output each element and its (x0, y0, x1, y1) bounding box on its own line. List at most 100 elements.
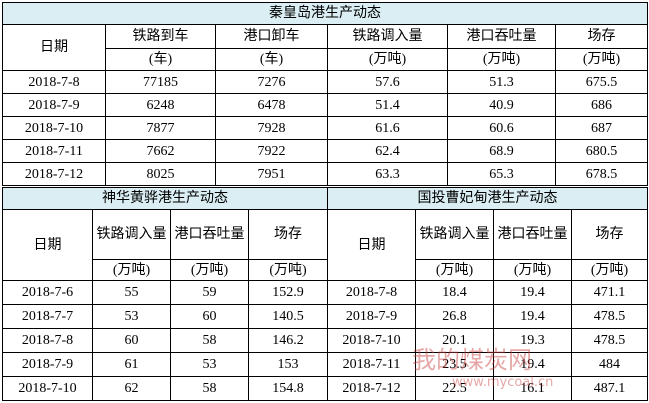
unit-row: (万吨) (万吨) (万吨) (328, 259, 648, 281)
data-cell: 53 (92, 304, 171, 329)
data-cell: 8025 (105, 162, 216, 186)
data-cell: 20.1 (415, 328, 494, 353)
data-cell: 2018-7-9 (2, 93, 106, 117)
data-row: 2018-7-12 22.5 16.1 487.1 (327, 376, 648, 401)
data-cell: 2018-7-7 (2, 304, 93, 329)
header-cell: 日期 (2, 209, 93, 281)
huanghua-table: 神华黄骅港生产动态 日期 铁路调入量 港口吞吐量 场存 (万吨) (万吨) (万吨) 2018-… (2, 187, 328, 401)
data-cell: 7276 (215, 70, 328, 94)
header-row: 日期 铁路到车 港口卸车 铁路调入量 港口吞吐量 场存 (2, 24, 649, 71)
data-cell: 6248 (105, 93, 216, 117)
data-cell: 18.4 (415, 280, 494, 305)
data-cell: 686 (554, 93, 649, 117)
data-cell: 62.4 (327, 139, 448, 163)
data-cell: 487.1 (571, 376, 648, 401)
header-cell: 场存 (248, 209, 328, 260)
data-cell: 6478 (215, 93, 328, 117)
data-cell: 2018-7-11 (327, 352, 416, 377)
data-cell: 2018-7-8 (327, 280, 416, 305)
header-cell: 铁路调入量 (92, 209, 171, 260)
data-cell: 2018-7-12 (2, 162, 106, 186)
data-cell: 22.5 (415, 376, 494, 401)
header-cell: 日期 (2, 24, 106, 71)
title-row: 神华黄骅港生产动态 (2, 187, 328, 210)
data-cell: 19.4 (493, 352, 572, 377)
data-cell: 140.5 (248, 304, 328, 329)
unit-cell: (万吨) (92, 259, 171, 281)
header-cell: 港口吞吐量 (493, 209, 572, 260)
table-title: 国投曹妃甸港生产动态 (327, 187, 648, 210)
header-row: 日期 铁路调入量 港口吞吐量 场存 (2, 209, 328, 281)
data-cell: 2018-7-8 (2, 328, 93, 353)
data-cell: 152.9 (248, 280, 328, 305)
data-cell: 77185 (105, 70, 216, 94)
unit-cell: (万吨) (415, 259, 494, 281)
data-cell: 58 (170, 328, 249, 353)
data-row: 2018-7-8 77185 7276 57.6 51.3 675.5 (2, 70, 649, 94)
header-cell: 铁路到车 (105, 24, 216, 49)
data-cell: 7877 (105, 116, 216, 140)
unit-cell: (万吨) (248, 259, 328, 281)
data-cell: 63.3 (327, 162, 448, 186)
data-cell: 26.8 (415, 304, 494, 329)
data-cell: 60 (170, 304, 249, 329)
data-cell: 51.3 (447, 70, 556, 94)
unit-cell: (车) (215, 48, 328, 71)
unit-cell: (车) (105, 48, 216, 71)
data-cell: 62 (92, 376, 171, 401)
data-cell: 7928 (215, 116, 328, 140)
data-cell: 484 (571, 352, 648, 377)
data-cell: 68.9 (447, 139, 556, 163)
data-cell: 23.5 (415, 352, 494, 377)
data-cell: 2018-7-10 (2, 376, 93, 401)
watermark-name: 我的煤炭网 (412, 346, 532, 374)
unit-cell: (万吨) (554, 48, 649, 71)
table-title: 秦皇岛港生产动态 (1, 2, 649, 25)
header-cell: 铁路调入量 (415, 209, 494, 260)
header-cell: 铁路调入量 (327, 24, 448, 49)
data-row: 2018-7-9 6248 6478 51.4 40.9 686 (2, 93, 649, 117)
data-cell: 687 (554, 116, 649, 140)
data-cell: 678.5 (554, 162, 649, 186)
data-cell: 16.1 (493, 376, 572, 401)
data-cell: 2018-7-6 (2, 280, 93, 305)
data-row: 2018-7-12 8025 7951 63.3 65.3 678.5 (2, 162, 649, 186)
data-cell: 61.6 (327, 116, 448, 140)
data-cell: 60.6 (447, 116, 556, 140)
data-cell: 65.3 (447, 162, 556, 186)
header-cell: 港口吞吐量 (170, 209, 249, 260)
unit-cell: (万吨) (493, 259, 572, 281)
data-cell: 2018-7-12 (327, 376, 416, 401)
data-cell: 51.4 (327, 93, 448, 117)
caofeidian-table: 国投曹妃甸港生产动态 日期 铁路调入量 港口吞吐量 场存 (万吨) (万吨) (万吨) 2018… (327, 187, 648, 401)
data-cell: 2018-7-11 (2, 139, 106, 163)
header-cell: 港口卸车 (215, 24, 328, 49)
data-cell: 478.5 (571, 328, 648, 353)
data-cell: 19.4 (493, 280, 572, 305)
data-cell: 40.9 (447, 93, 556, 117)
data-row: 2018-7-11 23.5 19.4 484 (327, 352, 648, 377)
data-cell: 2018-7-9 (2, 352, 93, 377)
data-cell: 61 (92, 352, 171, 377)
unit-cell: (万吨) (571, 259, 648, 281)
data-cell: 7922 (215, 139, 328, 163)
unit-cell: (万吨) (327, 48, 448, 71)
data-cell: 2018-7-10 (327, 328, 416, 353)
data-cell: 680.5 (554, 139, 649, 163)
data-cell: 2018-7-10 (2, 116, 106, 140)
data-cell: 53 (170, 352, 249, 377)
data-cell: 153 (248, 352, 328, 377)
watermark: 我的煤炭网 www.mycoal.cn (412, 340, 553, 390)
data-cell: 57.6 (327, 70, 448, 94)
data-cell: 59 (170, 280, 249, 305)
header-cell: 场存 (554, 24, 649, 49)
data-row: 2018-7-9 26.8 19.4 478.5 (327, 304, 648, 329)
unit-row: (车) (车) (万吨) (万吨) (万吨) (3, 48, 649, 71)
data-row: 2018-7-10 7877 7928 61.6 60.6 687 (2, 116, 649, 140)
data-row: 2018-7-6 55 59 152.9 (2, 280, 328, 305)
title-row: 秦皇岛港生产动态 (1, 2, 649, 25)
header-cell: 日期 (327, 209, 416, 281)
data-row: 2018-7-7 53 60 140.5 (2, 304, 328, 329)
table-title: 神华黄骅港生产动态 (2, 187, 328, 210)
